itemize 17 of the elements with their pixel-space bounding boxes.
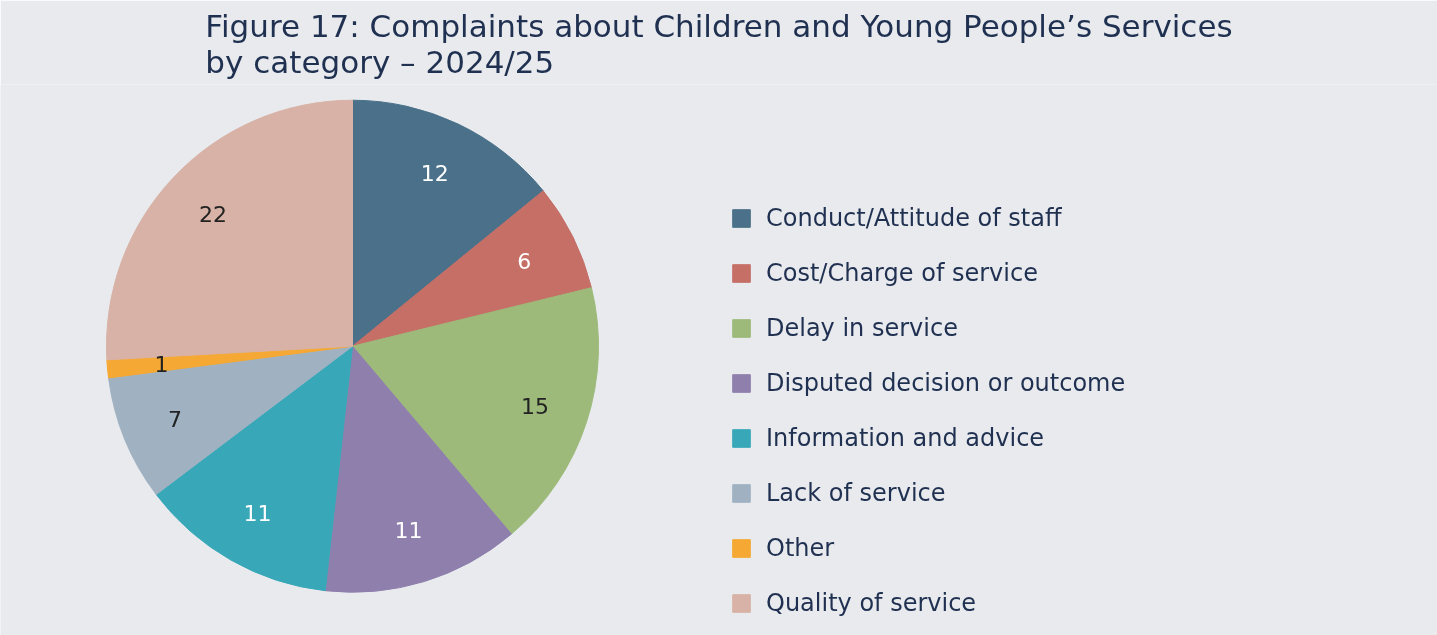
legend-label: Lack of service — [766, 479, 946, 507]
legend-label: Disputed decision or outcome — [766, 369, 1126, 397]
legend-label: Quality of service — [766, 589, 977, 617]
data-label: 15 — [520, 393, 549, 419]
legend-label: Cost/Charge of service — [766, 259, 1038, 287]
data-label: 7 — [167, 406, 182, 432]
chart-title: Figure 17: Complaints about Children and Young People’s Services by category – 2024/25 — [205, 7, 1233, 80]
data-label: 11 — [243, 500, 272, 526]
legend-label: Delay in service — [766, 314, 958, 342]
data-label: 22 — [199, 202, 228, 228]
data-label: 6 — [517, 248, 532, 274]
data-label: 11 — [394, 517, 423, 543]
data-label: 1 — [154, 351, 169, 377]
legend-label: Other — [766, 534, 835, 562]
legend-label: Information and advice — [766, 424, 1045, 452]
data-label: 12 — [420, 160, 449, 186]
legend-label: Conduct/Attitude of staff — [766, 204, 1062, 232]
